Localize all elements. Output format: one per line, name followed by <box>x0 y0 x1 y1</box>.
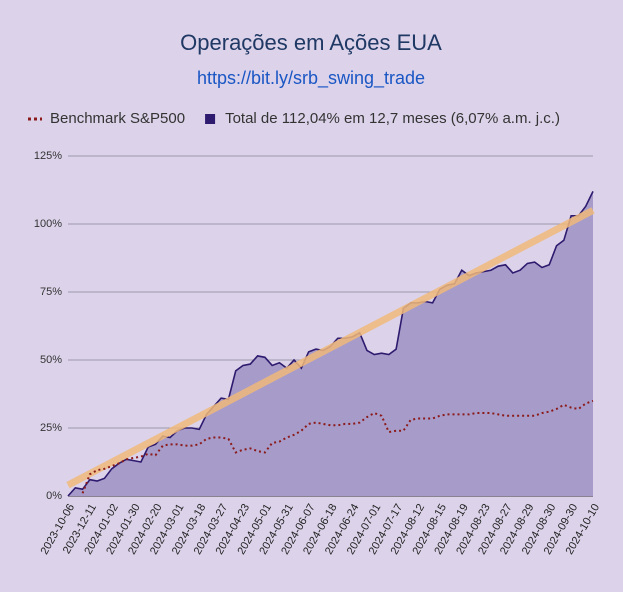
y-tick-label: 50% <box>40 354 62 366</box>
series-line <box>81 399 594 494</box>
y-tick-label: 75% <box>40 286 62 298</box>
legend-marker <box>205 114 216 124</box>
area <box>68 191 593 497</box>
legend-label: Benchmark S&P500 <box>50 110 185 127</box>
y-tick-label: 0% <box>46 490 62 502</box>
legend-label: Total de 112,04% em 12,7 meses (6,07% a.… <box>225 110 560 127</box>
y-tick-label: 100% <box>34 218 62 230</box>
y-tick-label: 125% <box>34 150 62 162</box>
chart-title: Operações em Ações EUA <box>180 30 442 55</box>
trendline <box>66 207 595 489</box>
y-tick-label: 25% <box>40 422 62 434</box>
chart-subtitle: https://bit.ly/srb_swing_trade <box>197 68 425 89</box>
